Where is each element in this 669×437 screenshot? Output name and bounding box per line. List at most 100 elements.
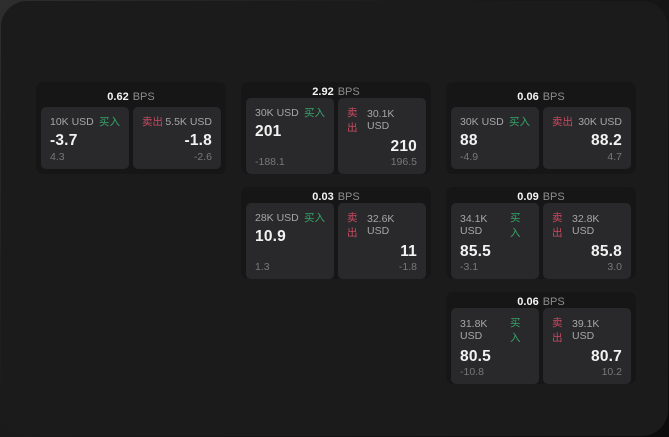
buy-sub-value: -188.1 xyxy=(255,156,285,168)
buy-quote-tile[interactable]: 30K USD 买入 201 -188.1 xyxy=(246,98,334,174)
sell-amount-label: 39.1K USD xyxy=(571,318,600,342)
sell-price-value: 210 xyxy=(390,138,417,155)
sell-quote-tile[interactable]: 卖出 30.1K USD 210 196.5 xyxy=(338,98,426,174)
quote-card: 0.62 BPS 10K USD 买入 -3.7 4.3 卖出 5.5K USD… xyxy=(36,82,226,174)
buy-amount-label: 28K USD xyxy=(255,211,299,224)
buy-sub-value: -4.9 xyxy=(460,151,479,163)
buy-side-label: 买入 xyxy=(509,116,530,128)
bps-spread-header: 0.06 BPS xyxy=(451,296,631,308)
buy-quote-tile[interactable]: 31.8K USD 买入 80.5 -10.8 xyxy=(451,308,539,384)
quote-card: 0.09 BPS 34.1K USD 买入 85.5 -3.1 卖出 32.8K… xyxy=(446,187,636,279)
buy-tile-top-row: 10K USD 买入 xyxy=(50,114,120,129)
buy-sub-value: 4.3 xyxy=(50,151,65,163)
sell-tile-top-row: 卖出 5.5K USD xyxy=(142,114,212,129)
sell-price-value: 88.2 xyxy=(591,132,622,149)
buy-tile-top-row: 30K USD 买入 xyxy=(255,105,325,120)
sell-amount-label: 32.6K USD xyxy=(366,213,395,237)
buy-amount-label: 34.1K USD xyxy=(460,213,488,237)
bps-spread-value: 2.92 xyxy=(312,86,334,98)
sell-amount-label: 30.1K USD xyxy=(366,108,395,132)
quote-tiles: 28K USD 买入 10.9 1.3 卖出 32.6K USD 11 -1.8 xyxy=(246,203,426,279)
bps-spread-value: 0.03 xyxy=(312,191,334,203)
quote-card: 0.03 BPS 28K USD 买入 10.9 1.3 卖出 32.6K US… xyxy=(241,187,431,279)
sell-sub-value: -2.6 xyxy=(193,151,212,163)
buy-amount-label: 30K USD xyxy=(255,106,299,119)
sell-price-value: -1.8 xyxy=(184,132,212,149)
sell-amount-label: 5.5K USD xyxy=(165,115,212,128)
buy-quote-tile[interactable]: 10K USD 买入 -3.7 4.3 xyxy=(41,107,129,169)
sell-price-value: 11 xyxy=(400,243,417,260)
quote-card: 0.06 BPS 31.8K USD 买入 80.5 -10.8 卖出 39.1… xyxy=(446,292,636,384)
bps-spread-header: 0.06 BPS xyxy=(451,86,631,107)
sell-side-label: 卖出 xyxy=(552,212,563,239)
buy-price-value: 85.5 xyxy=(460,243,491,260)
sell-price-value: 80.7 xyxy=(591,348,622,365)
quote-cards-grid: 0.62 BPS 10K USD 买入 -3.7 4.3 卖出 5.5K USD… xyxy=(36,82,636,384)
quote-tiles: 31.8K USD 买入 80.5 -10.8 卖出 39.1K USD 80.… xyxy=(451,308,631,384)
buy-side-label: 买入 xyxy=(304,107,325,119)
buy-side-label: 买入 xyxy=(510,317,521,344)
sell-quote-tile[interactable]: 卖出 32.6K USD 11 -1.8 xyxy=(338,203,426,279)
bps-spread-value: 0.62 xyxy=(107,90,129,103)
sell-price-value: 85.8 xyxy=(591,243,622,260)
sell-quote-tile[interactable]: 卖出 39.1K USD 80.7 10.2 xyxy=(543,308,631,384)
quote-card: 2.92 BPS 30K USD 买入 201 -188.1 卖出 30.1K … xyxy=(241,82,431,174)
buy-quote-tile[interactable]: 30K USD 买入 88 -4.9 xyxy=(451,107,539,169)
buy-quote-tile[interactable]: 34.1K USD 买入 85.5 -3.1 xyxy=(451,203,539,279)
buy-amount-label: 30K USD xyxy=(460,115,504,128)
buy-amount-label: 31.8K USD xyxy=(460,318,488,342)
sell-quote-tile[interactable]: 卖出 32.8K USD 85.8 3.0 xyxy=(543,203,631,279)
buy-price-value: -3.7 xyxy=(50,132,78,149)
buy-sub-value: 1.3 xyxy=(255,261,270,273)
quote-tiles: 30K USD 买入 88 -4.9 卖出 30K USD 88.2 4.7 xyxy=(451,107,631,169)
sell-side-label: 卖出 xyxy=(347,212,358,239)
bps-spread-value: 0.06 xyxy=(517,296,539,308)
sell-sub-value: 3.0 xyxy=(607,261,622,273)
quote-tiles: 34.1K USD 买入 85.5 -3.1 卖出 32.8K USD 85.8… xyxy=(451,203,631,279)
bps-spread-header: 0.09 BPS xyxy=(451,191,631,203)
sell-tile-top-row: 卖出 32.8K USD xyxy=(552,210,622,240)
bps-spread-header: 0.62 BPS xyxy=(41,86,221,107)
sell-tile-top-row: 卖出 32.6K USD xyxy=(347,210,417,240)
sell-sub-value: -1.8 xyxy=(398,261,417,273)
bps-unit-label: BPS xyxy=(542,90,565,103)
sell-quote-tile[interactable]: 卖出 5.5K USD -1.8 -2.6 xyxy=(133,107,221,169)
bps-unit-label: BPS xyxy=(132,90,155,103)
bps-spread-header: 2.92 BPS xyxy=(246,86,426,98)
sell-side-label: 卖出 xyxy=(552,116,573,128)
sell-amount-label: 30K USD xyxy=(578,115,622,128)
sell-amount-label: 32.8K USD xyxy=(571,213,600,237)
buy-price-value: 88 xyxy=(460,132,478,149)
buy-amount-label: 10K USD xyxy=(50,115,94,128)
bps-unit-label: BPS xyxy=(337,191,360,203)
bps-spread-value: 0.09 xyxy=(517,191,539,203)
sell-side-label: 卖出 xyxy=(552,317,563,344)
sell-sub-value: 10.2 xyxy=(601,366,622,378)
sell-tile-top-row: 卖出 30K USD xyxy=(552,114,622,129)
sell-side-label: 卖出 xyxy=(347,107,358,134)
quote-tiles: 30K USD 买入 201 -188.1 卖出 30.1K USD 210 1… xyxy=(246,98,426,174)
buy-side-label: 买入 xyxy=(304,212,325,224)
bps-unit-label: BPS xyxy=(542,191,565,203)
quote-card: 0.06 BPS 30K USD 买入 88 -4.9 卖出 30K USD 8… xyxy=(446,82,636,174)
sell-sub-value: 196.5 xyxy=(390,156,417,168)
buy-tile-top-row: 28K USD 买入 xyxy=(255,210,325,225)
buy-side-label: 买入 xyxy=(510,212,521,239)
buy-tile-top-row: 31.8K USD 买入 xyxy=(460,315,530,345)
buy-price-value: 80.5 xyxy=(460,348,491,365)
sell-side-label: 卖出 xyxy=(142,116,163,128)
buy-price-value: 201 xyxy=(255,123,282,140)
buy-sub-value: -10.8 xyxy=(460,366,484,378)
buy-sub-value: -3.1 xyxy=(460,261,479,273)
sell-quote-tile[interactable]: 卖出 30K USD 88.2 4.7 xyxy=(543,107,631,169)
sell-tile-top-row: 卖出 30.1K USD xyxy=(347,105,417,135)
buy-tile-top-row: 30K USD 买入 xyxy=(460,114,530,129)
bps-unit-label: BPS xyxy=(542,296,565,308)
quote-tiles: 10K USD 买入 -3.7 4.3 卖出 5.5K USD -1.8 -2.… xyxy=(41,107,221,169)
bps-spread-header: 0.03 BPS xyxy=(246,191,426,203)
buy-price-value: 10.9 xyxy=(255,228,286,245)
sell-sub-value: 4.7 xyxy=(607,151,622,163)
buy-quote-tile[interactable]: 28K USD 买入 10.9 1.3 xyxy=(246,203,334,279)
buy-tile-top-row: 34.1K USD 买入 xyxy=(460,210,530,240)
buy-side-label: 买入 xyxy=(99,116,120,128)
